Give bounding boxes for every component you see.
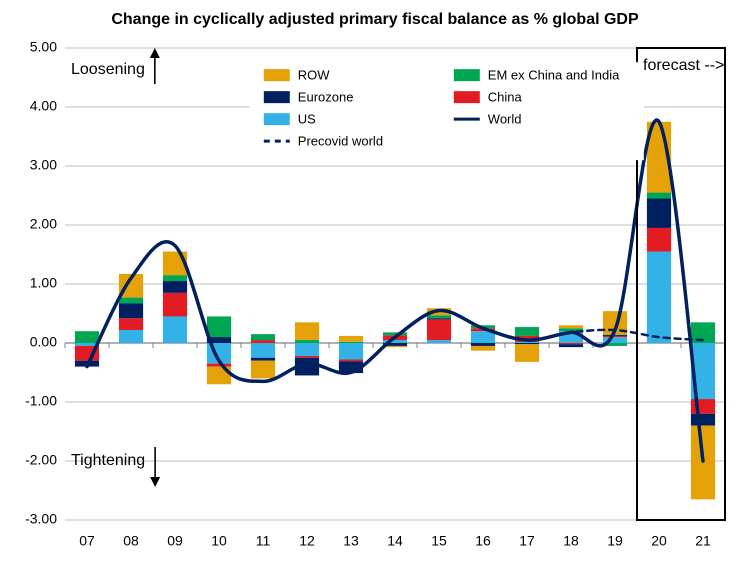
- bar-segment-Eurozone: [515, 343, 539, 344]
- x-tick-label: 20: [651, 533, 667, 549]
- x-tick-label: 21: [695, 533, 711, 549]
- bar-segment-US: [339, 343, 363, 360]
- bar-segment-US: [295, 343, 319, 356]
- bar-segment-US: [163, 316, 187, 343]
- bar-segment-Eurozone: [647, 198, 671, 228]
- svg-text:Loosening: Loosening: [71, 61, 145, 78]
- svg-text:Tightening: Tightening: [71, 452, 145, 469]
- bar-segment-US: [515, 342, 539, 343]
- bar-segment-China: [691, 399, 715, 414]
- y-tick-label: -1.00: [25, 393, 57, 409]
- y-tick-label: 2.00: [30, 216, 57, 232]
- bar-segment-EM_ex: [119, 298, 143, 304]
- bar-segment-ROW: [559, 325, 583, 328]
- y-tick-label: 1.00: [30, 275, 57, 291]
- bar-segment-Eurozone: [471, 343, 495, 346]
- legend-label-Eurozone: Eurozone: [298, 90, 354, 105]
- legend-swatch-US: [264, 113, 290, 125]
- bar-segment-ROW: [515, 344, 539, 362]
- forecast-label: forecast -->: [643, 57, 724, 74]
- x-tick-label: 14: [387, 533, 403, 549]
- bar-segment-ROW: [251, 361, 275, 379]
- x-tick-label: 09: [167, 533, 183, 549]
- legend-label-China: China: [488, 90, 523, 105]
- legend-swatch-China: [454, 91, 480, 103]
- bar-segment-EM_ex: [427, 315, 451, 318]
- legend-label-ROW: ROW: [298, 68, 331, 83]
- bar-segment-China: [427, 319, 451, 340]
- y-tick-label: 3.00: [30, 157, 57, 173]
- bar-segment-EM_ex: [295, 340, 319, 343]
- x-tick-label: 19: [607, 533, 623, 549]
- bar-segment-Eurozone: [559, 344, 583, 347]
- legend-swatch-ROW: [264, 69, 290, 81]
- bar-segment-China: [559, 343, 583, 344]
- bar-segment-China: [163, 293, 187, 317]
- bar-segment-Eurozone: [427, 318, 451, 319]
- x-tick-label: 13: [343, 533, 359, 549]
- bar-segment-Eurozone: [163, 281, 187, 293]
- y-tick-label: 5.00: [30, 39, 57, 55]
- x-tick-label: 16: [475, 533, 491, 549]
- x-tick-label: 17: [519, 533, 535, 549]
- chart-title: Change in cyclically adjusted primary fi…: [111, 11, 639, 28]
- bar-segment-US: [647, 252, 671, 343]
- y-tick-label: -2.00: [25, 452, 57, 468]
- bar-segment-China: [647, 228, 671, 252]
- bar-segment-EM_ex: [251, 334, 275, 340]
- legend-label-World: World: [488, 112, 522, 127]
- bar-segment-China: [251, 340, 275, 343]
- bar-segment-ROW: [471, 346, 495, 351]
- bar-segment-EM_ex: [339, 342, 363, 343]
- legend-label-US: US: [298, 112, 316, 127]
- legend-swatch-EM_ex: [454, 69, 480, 81]
- chart-container: -3.00 -2.00 -1.00 0.00 1.00 2.00 3.00 4.00 5.00 0…: [0, 0, 750, 570]
- bar-segment-China: [295, 356, 319, 358]
- x-tick-label: 08: [123, 533, 139, 549]
- bar-segment-EM_ex: [163, 275, 187, 281]
- x-tick-label: 11: [256, 533, 271, 549]
- x-tick-label: 10: [211, 533, 227, 549]
- bar-segment-ROW: [339, 336, 363, 342]
- bar-segment-China: [339, 360, 363, 362]
- y-tick-label: 4.00: [30, 98, 57, 114]
- x-tick-label: 15: [431, 533, 447, 549]
- legend-label-Precovid: Precovid world: [298, 134, 383, 149]
- bar-segment-China: [119, 318, 143, 330]
- bar-segment-EM_ex: [207, 316, 231, 337]
- legend: ROW Eurozone US Precovid world EM ex China a…: [250, 62, 644, 160]
- y-tick-label: -3.00: [25, 511, 57, 527]
- bar-segment-US: [119, 330, 143, 343]
- x-tick-label: 18: [563, 533, 579, 549]
- bar-segment-Eurozone: [119, 303, 143, 318]
- bar-segment-China: [603, 336, 627, 337]
- bar-segment-ROW: [295, 322, 319, 340]
- bar-segment-EM_ex: [75, 331, 99, 343]
- bar-segment-Eurozone: [691, 414, 715, 426]
- bar-segment-China: [207, 364, 231, 367]
- fiscal-balance-chart: -3.00 -2.00 -1.00 0.00 1.00 2.00 3.00 4.00 5.00 0…: [0, 0, 750, 570]
- legend-swatch-Eurozone: [264, 91, 290, 103]
- bar-segment-Eurozone: [603, 335, 627, 336]
- bar-segment-Eurozone: [251, 358, 275, 361]
- x-tick-label: 07: [79, 533, 95, 549]
- bar-segment-US: [427, 340, 451, 343]
- bar-segment-EM_ex: [647, 193, 671, 199]
- y-tick-label: 0.00: [30, 334, 57, 350]
- x-tick-label: 12: [299, 533, 315, 549]
- legend-label-EM_ex: EM ex China and India: [488, 68, 620, 83]
- bar-segment-EM_ex: [515, 327, 539, 336]
- bar-segment-US: [251, 343, 275, 358]
